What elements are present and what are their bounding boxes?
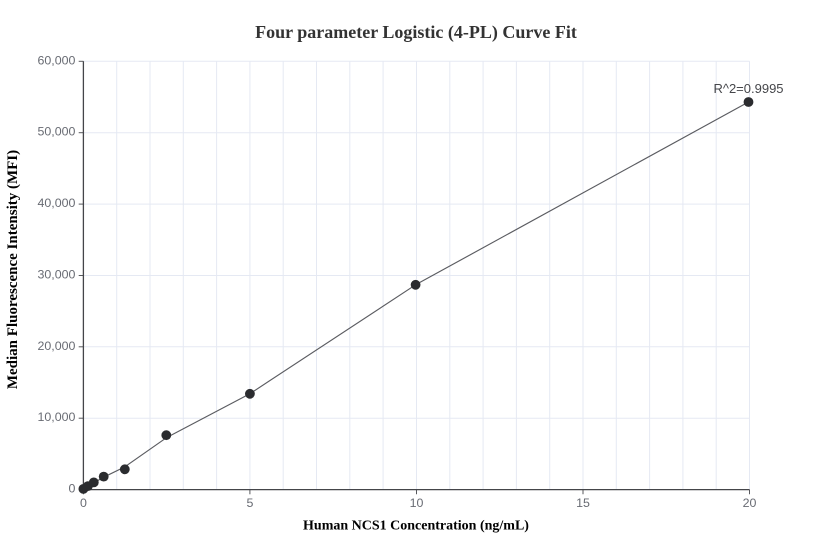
svg-text:Median Fluorescence Intensity: Median Fluorescence Intensity (MFI) bbox=[5, 150, 21, 389]
svg-text:5: 5 bbox=[246, 496, 253, 510]
svg-text:0: 0 bbox=[80, 496, 87, 510]
svg-text:20: 20 bbox=[743, 496, 757, 510]
svg-text:R^2=0.9995: R^2=0.9995 bbox=[713, 81, 783, 96]
svg-text:60,000: 60,000 bbox=[37, 53, 75, 67]
svg-text:Four parameter Logistic (4-PL): Four parameter Logistic (4-PL) Curve Fit bbox=[255, 22, 577, 43]
svg-text:0: 0 bbox=[68, 482, 75, 496]
svg-text:30,000: 30,000 bbox=[37, 267, 75, 281]
svg-text:50,000: 50,000 bbox=[37, 125, 75, 139]
svg-text:20,000: 20,000 bbox=[37, 339, 75, 353]
svg-text:15: 15 bbox=[576, 496, 590, 510]
svg-text:40,000: 40,000 bbox=[37, 196, 75, 210]
svg-text:10,000: 10,000 bbox=[37, 410, 75, 424]
svg-text:Human NCS1 Concentration (ng/m: Human NCS1 Concentration (ng/mL) bbox=[303, 519, 529, 534]
svg-text:10: 10 bbox=[410, 496, 424, 510]
